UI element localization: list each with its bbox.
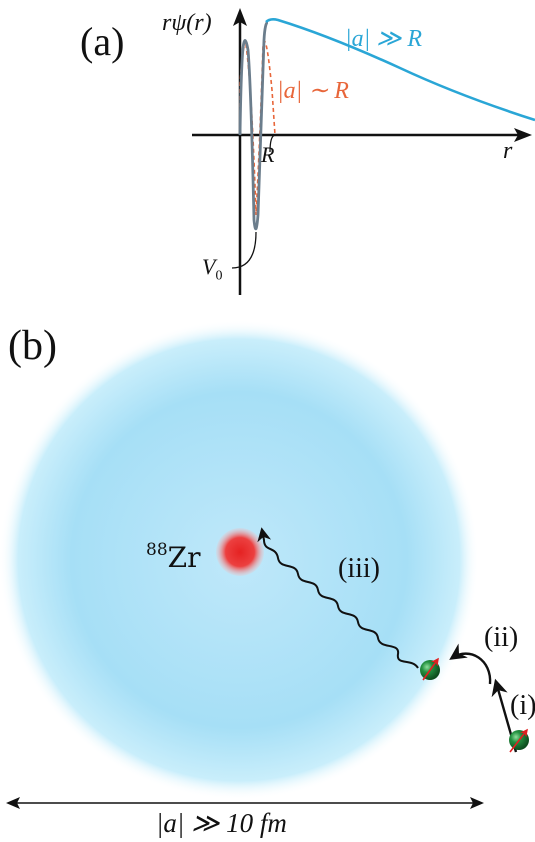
scale-label: |a| ≫ 10 fm	[156, 808, 287, 838]
tick-label-v0: V0	[202, 254, 222, 284]
x-axis-arrowhead	[514, 128, 532, 142]
y-axis-arrowhead	[233, 8, 247, 26]
curve-large-a	[265, 18, 535, 122]
tick-label-r: R	[261, 142, 275, 167]
v0-symbol: V	[202, 254, 216, 279]
spin-arrow-1	[422, 657, 439, 681]
nucleus-mass-number: 88	[146, 540, 168, 560]
panel-b	[0, 320, 529, 809]
curve-inner-well	[238, 20, 269, 231]
label-large-a: |a| ≫ R	[345, 26, 422, 52]
v0-subscript: 0	[215, 268, 223, 284]
spin-arrow-2	[509, 728, 528, 753]
nucleus-zr88	[216, 528, 264, 576]
scale-arrowhead-left	[6, 797, 20, 809]
x-axis-label: r	[503, 138, 513, 164]
step-iii-label: (iii)	[338, 553, 380, 584]
panel-b-label: (b)	[8, 323, 57, 369]
y-axis-label: rψ(r)	[162, 10, 212, 36]
panel-a	[192, 8, 535, 295]
step-i-label: (i)	[510, 690, 535, 721]
photon-wavy-line	[257, 527, 419, 669]
nucleus-symbol: Zr	[167, 541, 201, 574]
r-leader-line	[269, 134, 276, 153]
scale-arrowhead-right	[470, 797, 484, 809]
step-ii-label: (ii)	[484, 622, 519, 653]
panel-a-label: (a)	[80, 19, 125, 64]
label-small-a: |a| ∼ R	[277, 78, 349, 104]
capture-curved-arrow	[449, 643, 492, 685]
nucleus-label: 88Zr	[146, 540, 200, 574]
v0-leader-line	[231, 231, 257, 269]
